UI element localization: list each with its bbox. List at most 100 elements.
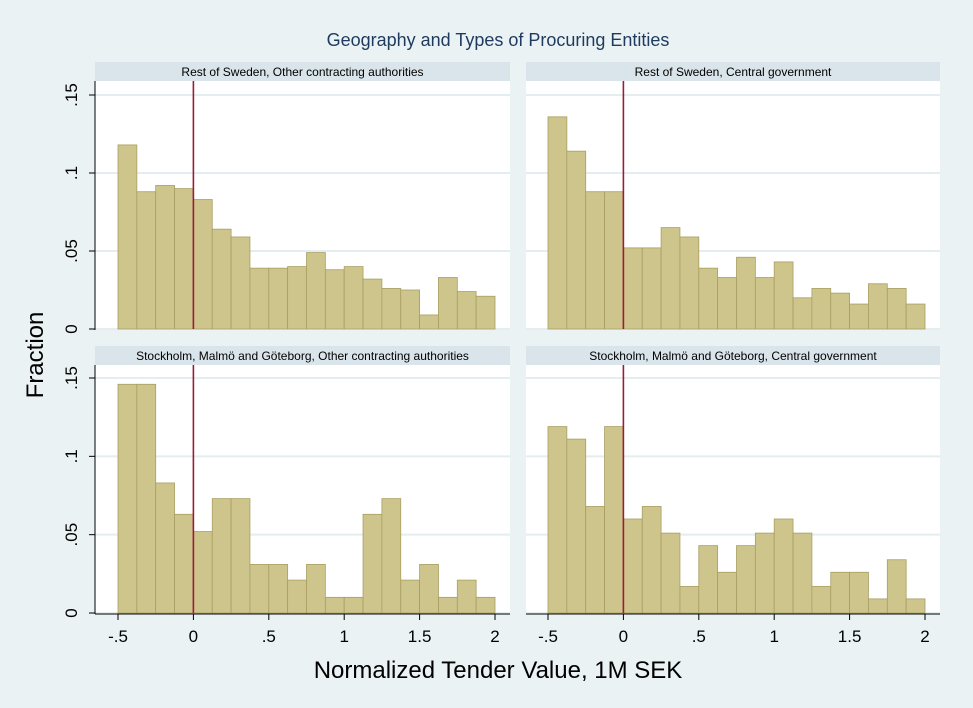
histogram-bar bbox=[660, 532, 681, 614]
histogram-bar bbox=[547, 426, 568, 614]
histogram-bar bbox=[604, 426, 624, 614]
histogram-bar bbox=[886, 288, 907, 330]
x-tick-label: 2 bbox=[920, 627, 929, 646]
histogram-bar bbox=[192, 531, 213, 614]
histogram-bar bbox=[679, 236, 700, 330]
histogram-bar bbox=[547, 116, 568, 330]
histogram-bar bbox=[792, 297, 813, 330]
histogram-bar bbox=[773, 518, 794, 614]
histogram-bar bbox=[736, 545, 756, 614]
histogram-bar bbox=[249, 267, 270, 330]
histogram-bar bbox=[230, 498, 251, 614]
histogram-bar bbox=[136, 191, 157, 330]
x-tick-label: .5 bbox=[262, 627, 276, 646]
histogram-bar bbox=[754, 277, 775, 330]
histogram-bar bbox=[174, 188, 194, 330]
histogram-bar bbox=[641, 247, 662, 330]
x-axis: -.5 0 .5 1 1.5 2 bbox=[526, 613, 940, 646]
histogram-bar bbox=[717, 277, 737, 330]
x-axis: -.5 0 .5 1 1.5 2 bbox=[95, 613, 510, 646]
x-axes-group: -.5 0 .5 1 1.5 2 -.5 0 .5 1 1.5 2 bbox=[95, 613, 940, 646]
histogram-bar bbox=[773, 261, 794, 330]
histogram-bar bbox=[438, 277, 458, 330]
x-tick-label: 1 bbox=[339, 627, 348, 646]
y-tick-label: .05 bbox=[62, 239, 81, 263]
histogram-bar bbox=[268, 564, 289, 614]
y-tick-label: .15 bbox=[62, 366, 81, 390]
x-tick-label: 0 bbox=[189, 627, 198, 646]
facet-panel: Stockholm, Malmö and Göteborg, Other con… bbox=[95, 346, 510, 614]
histogram-bar bbox=[211, 228, 232, 330]
histogram-bar bbox=[623, 518, 643, 614]
histogram-bar bbox=[604, 191, 624, 330]
histogram-bar bbox=[849, 571, 869, 614]
histogram-bar bbox=[174, 513, 194, 614]
facet-panel: Rest of Sweden, Central government bbox=[526, 62, 940, 330]
facet-strip-label: Stockholm, Malmö and Göteborg, Central g… bbox=[589, 349, 877, 363]
x-tick-label: -.5 bbox=[108, 627, 128, 646]
x-tick-label: 0 bbox=[619, 627, 628, 646]
facet-strip bbox=[95, 62, 510, 81]
histogram-bar bbox=[192, 199, 213, 330]
histogram-bar bbox=[381, 288, 402, 330]
histogram-bar bbox=[641, 506, 662, 614]
histogram-bar bbox=[306, 252, 326, 330]
histogram-bar bbox=[754, 532, 775, 614]
histogram-bar bbox=[717, 571, 737, 614]
histogram-bar bbox=[155, 482, 175, 614]
facet-strip-label: Rest of Sweden, Other contracting author… bbox=[181, 65, 423, 79]
panels-group: Rest of Sweden, Other contracting author… bbox=[95, 62, 940, 614]
y-axis-title: Fraction bbox=[22, 312, 49, 399]
histogram-bar bbox=[905, 598, 926, 614]
facet-strip-label: Rest of Sweden, Central government bbox=[635, 65, 832, 79]
y-tick-label: .15 bbox=[62, 83, 81, 107]
y-axis: 0 .05 .1 .15 bbox=[62, 365, 96, 618]
histogram-bar bbox=[419, 564, 439, 614]
histogram-bar bbox=[679, 585, 700, 614]
histogram-bar bbox=[698, 267, 719, 330]
histogram-bar bbox=[211, 498, 232, 614]
histogram-bar bbox=[475, 295, 496, 330]
histogram-bar bbox=[849, 303, 869, 330]
histogram-bar bbox=[306, 564, 326, 614]
y-axes-group: 0 .05 .1 .15 0 .05 .1 .15 bbox=[62, 81, 96, 618]
y-axis: 0 .05 .1 .15 bbox=[62, 81, 96, 334]
histogram-bar bbox=[698, 545, 719, 614]
histogram-bar bbox=[381, 498, 402, 614]
histogram-bar bbox=[362, 513, 383, 614]
histogram-bar bbox=[456, 291, 477, 330]
histogram-bar bbox=[400, 289, 421, 330]
x-tick-label: 1.5 bbox=[838, 627, 862, 646]
histogram-bar bbox=[566, 438, 587, 614]
histogram-bar bbox=[287, 266, 307, 330]
facet-strip-label: Stockholm, Malmö and Göteborg, Other con… bbox=[136, 349, 469, 363]
histogram-bar bbox=[475, 596, 496, 614]
facet-panel: Rest of Sweden, Other contracting author… bbox=[95, 62, 510, 330]
histogram-bar bbox=[456, 579, 477, 614]
x-tick-label: -.5 bbox=[538, 627, 558, 646]
x-tick-label: 1.5 bbox=[408, 627, 432, 646]
histogram-bar bbox=[736, 256, 756, 330]
histogram-bar bbox=[117, 144, 138, 330]
y-tick-label: .1 bbox=[62, 166, 81, 180]
histogram-bar bbox=[419, 314, 439, 330]
histogram-bar bbox=[400, 579, 421, 614]
histogram-bar bbox=[868, 283, 888, 330]
histogram-bar bbox=[324, 269, 345, 330]
histogram-bar bbox=[585, 506, 605, 614]
facet-panel: Stockholm, Malmö and Göteborg, Central g… bbox=[526, 346, 940, 614]
facet-strip bbox=[526, 62, 940, 81]
y-tick-label: 0 bbox=[62, 608, 81, 617]
y-tick-label: .1 bbox=[62, 449, 81, 463]
x-axis-title: Normalized Tender Value, 1M SEK bbox=[314, 657, 683, 684]
y-tick-label: .05 bbox=[62, 523, 81, 547]
histogram-bar bbox=[287, 579, 307, 614]
histogram-bar bbox=[886, 559, 907, 614]
histogram-bar bbox=[136, 383, 157, 614]
histogram-bar bbox=[324, 596, 345, 614]
histogram-bar bbox=[792, 532, 813, 614]
histogram-bar bbox=[830, 292, 851, 330]
histogram-bar bbox=[155, 185, 175, 330]
y-tick-label: 0 bbox=[62, 324, 81, 333]
